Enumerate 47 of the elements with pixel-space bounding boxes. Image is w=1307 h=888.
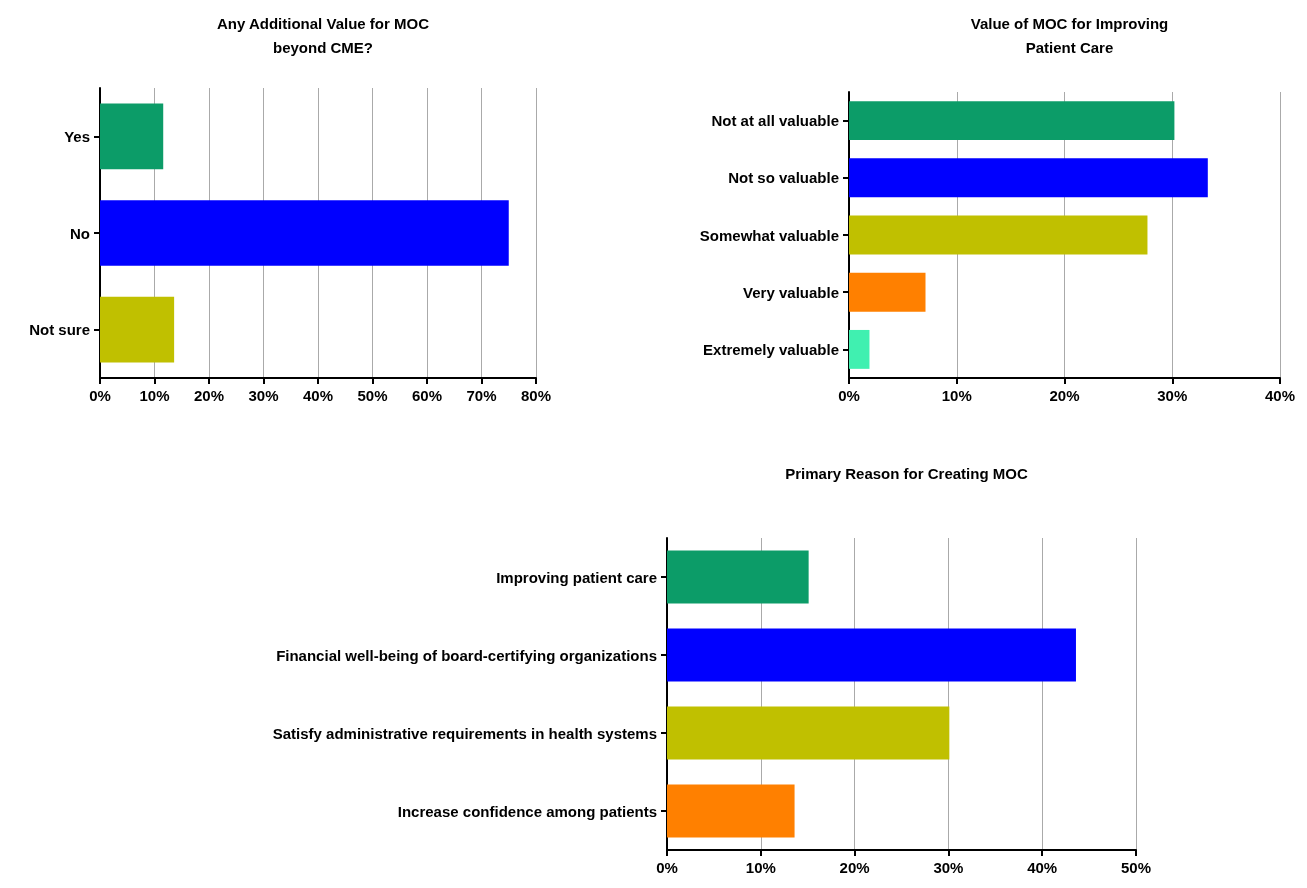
x-tick-label: 40% bbox=[1264, 387, 1296, 404]
bar bbox=[667, 628, 1076, 682]
y-tick-label: Extremely valuable bbox=[703, 340, 839, 358]
bar bbox=[849, 329, 870, 369]
chart-title: Any Additional Value for MOC beyond CME? bbox=[217, 14, 430, 56]
x-tick-label: 20% bbox=[1049, 387, 1080, 404]
bar bbox=[100, 200, 509, 266]
y-tick-label: Very valuable bbox=[743, 283, 839, 301]
bar bbox=[667, 550, 809, 604]
x-tick-label: 50% bbox=[1120, 859, 1152, 876]
y-tick-label: Satisfy administrative requirements in health systems bbox=[272, 724, 657, 742]
x-tick-label: 30% bbox=[1157, 387, 1188, 404]
y-tick-label: Not at all valuable bbox=[711, 112, 839, 130]
bar bbox=[849, 158, 1208, 198]
x-tick-label: 10% bbox=[941, 387, 972, 404]
x-tick-label: 40% bbox=[302, 387, 334, 404]
bar bbox=[667, 706, 950, 760]
x-tick-label: 20% bbox=[193, 387, 225, 404]
x-tick-label: 70% bbox=[466, 387, 497, 404]
bar bbox=[667, 784, 795, 838]
x-tick-label: 20% bbox=[839, 859, 870, 876]
bar bbox=[100, 296, 175, 363]
x-tick-label: 10% bbox=[139, 387, 170, 404]
x-tick-label: 80% bbox=[520, 387, 552, 404]
y-tick-label: Financial well-being of board-certifying organizations bbox=[276, 646, 657, 664]
x-tick-label: 10% bbox=[745, 859, 776, 876]
bar bbox=[849, 272, 926, 312]
bar bbox=[100, 103, 164, 170]
x-tick-label: 0% bbox=[89, 387, 111, 404]
x-tick-label: 30% bbox=[248, 387, 279, 404]
y-tick-label: Somewhat valuable bbox=[699, 226, 839, 244]
y-tick-label: Improving patient care bbox=[496, 568, 657, 586]
chart-title: Value of MOC for Improving Patient Care bbox=[970, 14, 1169, 56]
y-tick-label: Increase confidence among patients bbox=[397, 802, 657, 820]
y-tick-label: No bbox=[70, 224, 90, 242]
bar bbox=[849, 215, 1148, 255]
y-tick-label: Yes bbox=[64, 127, 90, 145]
x-tick-label: 0% bbox=[656, 859, 678, 876]
x-tick-label: 50% bbox=[357, 387, 388, 404]
x-tick-label: 0% bbox=[838, 387, 860, 404]
y-tick-label: Not so valuable bbox=[728, 169, 839, 187]
bar bbox=[849, 101, 1175, 141]
x-tick-label: 30% bbox=[933, 859, 964, 876]
chart-title: Primary Reason for Creating MOC bbox=[785, 464, 1028, 482]
x-tick-label: 40% bbox=[1027, 859, 1058, 876]
y-tick-label: Not sure bbox=[29, 321, 90, 339]
x-tick-label: 60% bbox=[411, 387, 443, 404]
